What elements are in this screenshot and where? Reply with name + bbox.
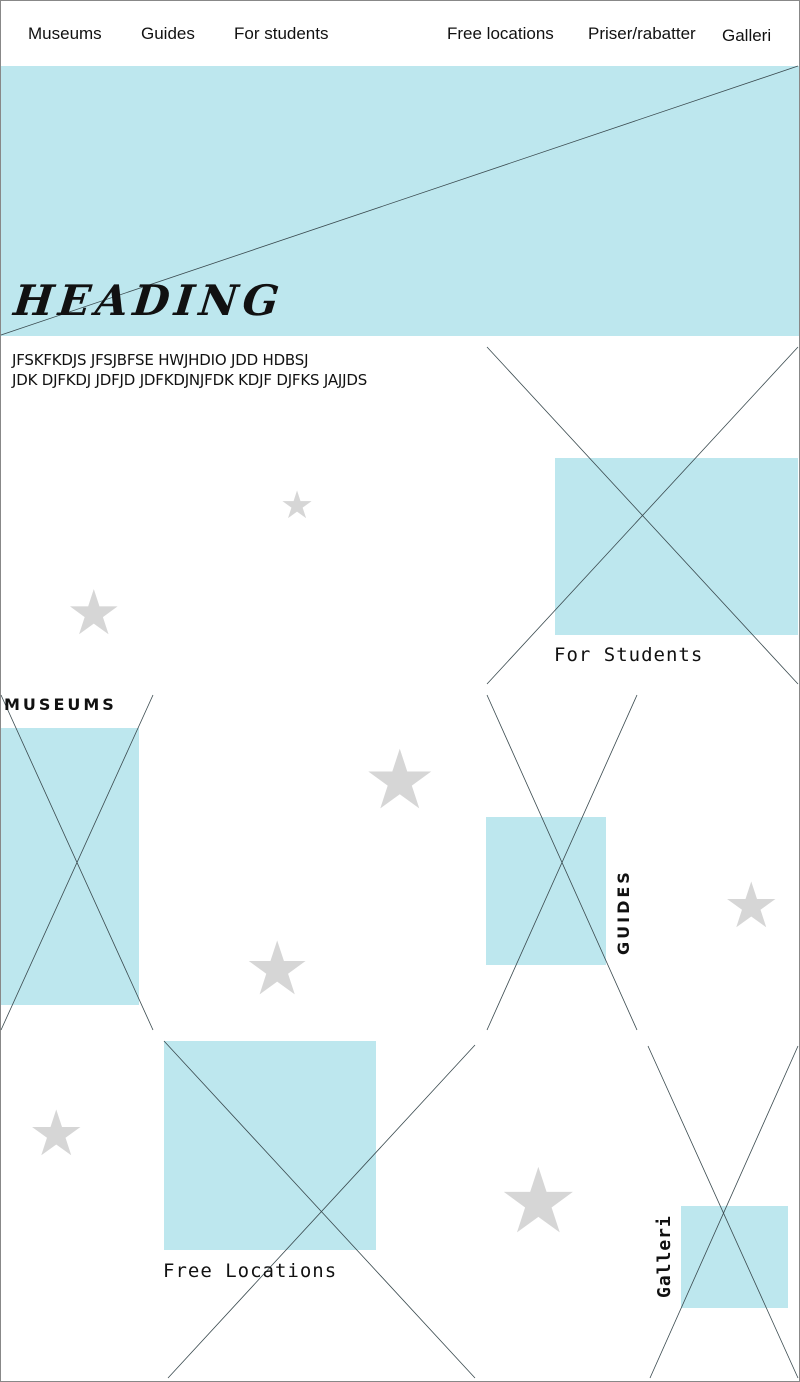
guides-label[interactable]: GUIDES [614,869,633,955]
guides-image[interactable] [486,817,606,965]
galleri-label[interactable]: Galleri [654,1215,675,1298]
star-icon: ★ [66,576,122,649]
nav-guides[interactable]: Guides [141,24,195,43]
hero-heading: HEADING [11,276,287,325]
free-locations-label[interactable]: Free Locations [163,1260,338,1282]
museums-image[interactable] [1,728,139,1005]
nav-museums[interactable]: Museums [28,24,102,43]
for-students-image[interactable] [555,458,798,635]
nav-for-students[interactable]: For students [234,24,329,43]
nav-priser-rabatter[interactable]: Priser/rabatter [588,24,696,43]
nav-galleri[interactable]: Galleri [722,26,772,45]
star-icon: ★ [28,1097,85,1170]
intro-text: JFSKFKDJS JFSJBFSE HWJHDIO JDD HDBSJ JDK… [12,350,367,390]
intro-line-1: JFSKFKDJS JFSJBFSE HWJHDIO JDD HDBSJ [12,351,309,369]
free-locations-image[interactable] [164,1041,376,1250]
intro-line-2: JDK DJFKDJ JDFJD JDFKDJNJFDK KDJF DJFKS … [12,371,368,389]
star-icon: ★ [498,1149,579,1254]
star-icon: ★ [244,926,311,1012]
star-icon: ★ [363,733,437,828]
galleri-image[interactable] [681,1206,788,1308]
museums-label[interactable]: MUSEUMS [4,695,117,714]
nav-free-locations[interactable]: Free locations [447,24,554,43]
star-icon: ★ [723,869,780,942]
star-icon: ★ [280,483,315,527]
for-students-label[interactable]: For Students [554,644,704,666]
